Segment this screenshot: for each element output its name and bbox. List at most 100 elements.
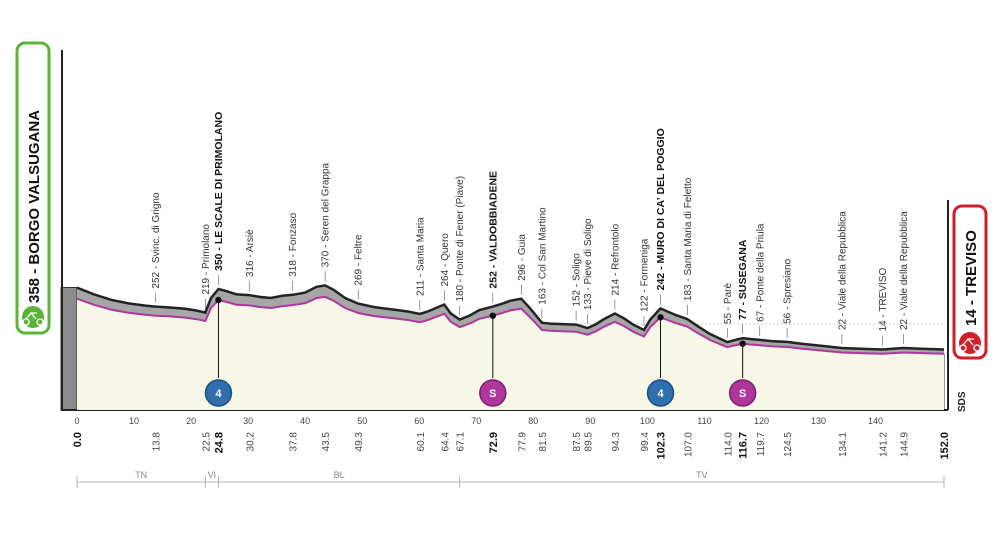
place-label: 56 - Spresiano: [783, 258, 794, 323]
profile-layer: [76, 284, 945, 410]
place-label: 370 - Seren del Grappa: [321, 162, 332, 267]
place-label: 163 - Col San Martino: [537, 207, 548, 305]
km-bottom-label: 67.1: [456, 432, 467, 452]
km-bottom-label: 99.4: [640, 432, 651, 452]
km-bottom-label: 64.4: [440, 432, 451, 452]
logo-sds: SDS: [957, 391, 968, 412]
place-label: 350 - LE SCALE DI PRIMOLANO: [213, 112, 225, 271]
km-top-tick: 70: [471, 416, 481, 426]
place-label: 133 - Pieve di Soligo: [583, 218, 594, 310]
km-top-tick: 20: [186, 416, 196, 426]
finish-box: [952, 204, 988, 360]
km-bottom-label: 119.7: [756, 432, 767, 457]
finish-bike-icon: [959, 332, 981, 354]
km-bottom-label: 0.0: [72, 432, 84, 447]
sprint-label: S: [739, 388, 746, 400]
climb-category: 4: [215, 388, 222, 400]
climb-badge-icon: [646, 379, 675, 407]
finish-marker: 14 - TREVISO: [952, 204, 988, 360]
start-marker: 358 - BORGO VALSUGANA: [15, 41, 51, 335]
place-label: 252 - Svinc. di Grigno: [151, 192, 162, 289]
climb-badge-icon: [204, 379, 233, 407]
km-bottom-label: 49.3: [354, 432, 365, 452]
region-label: BL: [334, 470, 345, 480]
place-label: 318 - Fonzaso: [288, 212, 299, 276]
km-top-tick: 0: [74, 416, 79, 426]
regions-axis: TN VI BL TV: [76, 470, 945, 488]
km-bottom-label: 134.1: [838, 432, 849, 457]
km-bottom-label: 124.5: [783, 432, 794, 457]
place-label: 180 - Ponte di Fener (Piave): [455, 176, 466, 302]
sprint-badge-icon: [728, 379, 757, 407]
place-label: 242 - MURO DI CA' DEL POGGIO: [655, 128, 667, 290]
place-label: 14 - TREVISO: [878, 268, 889, 332]
km-bottom-label: 141.2: [878, 432, 889, 457]
profile-outline: [76, 284, 945, 351]
place-label: 252 - VALDOBBIADENE: [487, 171, 499, 289]
km-top-tick: 10: [129, 416, 139, 426]
km-bottom-label: 24.8: [214, 432, 226, 453]
km-top-tick: 50: [357, 416, 367, 426]
sprint-dot: [489, 312, 497, 319]
climb-category: 4: [657, 388, 664, 400]
km-top-tick: 40: [300, 416, 310, 426]
region-label: VI: [208, 470, 217, 480]
km-bottom-label: 87.5: [572, 432, 583, 452]
finish-bike-glyph: [959, 337, 981, 352]
place-label: 264 - Quero: [440, 233, 451, 287]
sprint-dot: [739, 340, 746, 347]
place-label: 219 - Primolano: [201, 224, 212, 295]
place-label: 296 - Guia: [517, 234, 528, 281]
place-label: 55 - Parè: [723, 283, 734, 325]
place-label: 316 - Arsiè: [245, 229, 256, 277]
km-top-tick: 90: [585, 416, 595, 426]
place-label: 67 - Ponte della Priula: [755, 223, 766, 322]
place-label: 211 - Santa Maria: [415, 217, 426, 296]
region-label: TN: [135, 470, 147, 480]
markers-layer: 4 4 S S: [204, 296, 757, 407]
place-label: 22 - Viale della Repubblica: [837, 211, 848, 330]
km-bottom-label: 107.0: [683, 432, 694, 457]
km-bottom-label: 60.1: [416, 432, 427, 452]
place-label: 122 - Formeniga: [640, 238, 651, 312]
profile-band: [77, 285, 944, 354]
km-bottom-label: 144.9: [900, 432, 911, 457]
km-top-tick: 140: [868, 416, 883, 426]
climb-dot: [215, 296, 222, 304]
km-bottom-label: 116.7: [738, 432, 750, 459]
km-bottom-label: 13.8: [152, 432, 163, 452]
km-bottom-label: 77.9: [517, 432, 528, 452]
km-bottom-label: 94.3: [611, 432, 622, 452]
place-labels: 252 - Svinc. di Grigno 219 - Primolano 350…: [151, 112, 910, 346]
km-top-tick: 60: [414, 416, 424, 426]
km-top-tick: 30: [243, 416, 253, 426]
place-label: 22 - Viale della Repubblica: [899, 211, 910, 330]
place-label: 183 - Santa Maria di Feletto: [683, 177, 694, 301]
sprint-badge-icon: [479, 379, 507, 407]
place-label: 77 - SUSEGANA: [737, 239, 749, 320]
start-box: [15, 41, 51, 335]
km-top-tick: 80: [528, 416, 538, 426]
profile-fill: [77, 296, 944, 410]
start-city-label: 358 - BORGO VALSUGANA: [26, 110, 43, 303]
km-bottom-label: 81.5: [538, 432, 549, 452]
region-label: TV: [696, 470, 708, 480]
km-bottom-label: 72.9: [488, 432, 500, 453]
km-axis: 0 10 20 30 40 50 60 70 80 90 100 110 120 130 140 0.0 13.…: [72, 416, 951, 460]
km-bottom-label: 114.0: [723, 432, 734, 457]
place-label: 269 - Feltre: [354, 234, 365, 286]
km-bottom-label: 22.5: [201, 432, 212, 452]
start-wall: [60, 287, 78, 411]
place-label: 214 - Refrontolo: [610, 223, 621, 295]
climb-dot: [657, 314, 664, 321]
start-bike-icon: [22, 306, 44, 328]
km-top-tick: 100: [640, 416, 655, 426]
km-bottom-label: 102.3: [656, 432, 668, 460]
km-top-tick: 120: [754, 416, 769, 426]
start-bike-glyph: [22, 311, 44, 326]
km-bottom-label: 43.5: [321, 432, 332, 452]
km-top-tick: 130: [811, 416, 826, 426]
km-bottom-label: 89.5: [584, 432, 595, 452]
